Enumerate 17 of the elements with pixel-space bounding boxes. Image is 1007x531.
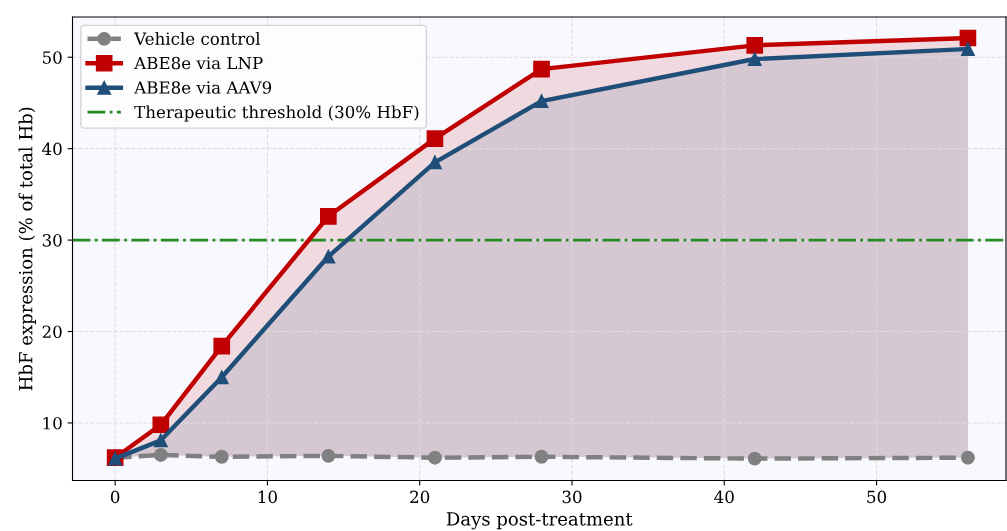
y-tick-label: 40 <box>42 142 62 156</box>
y-axis-title: HbF expression (% of total Hb) <box>18 107 37 391</box>
x-tick-label: 40 <box>714 490 734 504</box>
x-tick-label: 50 <box>867 490 887 504</box>
y-tick-label: 10 <box>43 416 62 430</box>
legend-label: Vehicle control <box>134 31 261 45</box>
x-tick-label: 30 <box>562 490 582 504</box>
legend-label: ABE8e via LNP <box>134 56 263 70</box>
x-tick-label: 10 <box>258 490 277 504</box>
y-tick-label: 50 <box>42 51 62 64</box>
x-tick-label: 20 <box>410 490 430 504</box>
y-tick-label: 30 <box>42 234 62 247</box>
x-tick-label: 0 <box>110 490 120 504</box>
legend-label: ABE8e via AAV9 <box>134 81 272 94</box>
x-axis-title: Days post-treatment <box>446 512 633 530</box>
legend-label: Therapeutic threshold (30% HbF) <box>134 105 419 122</box>
y-tick-label: 20 <box>42 325 62 339</box>
